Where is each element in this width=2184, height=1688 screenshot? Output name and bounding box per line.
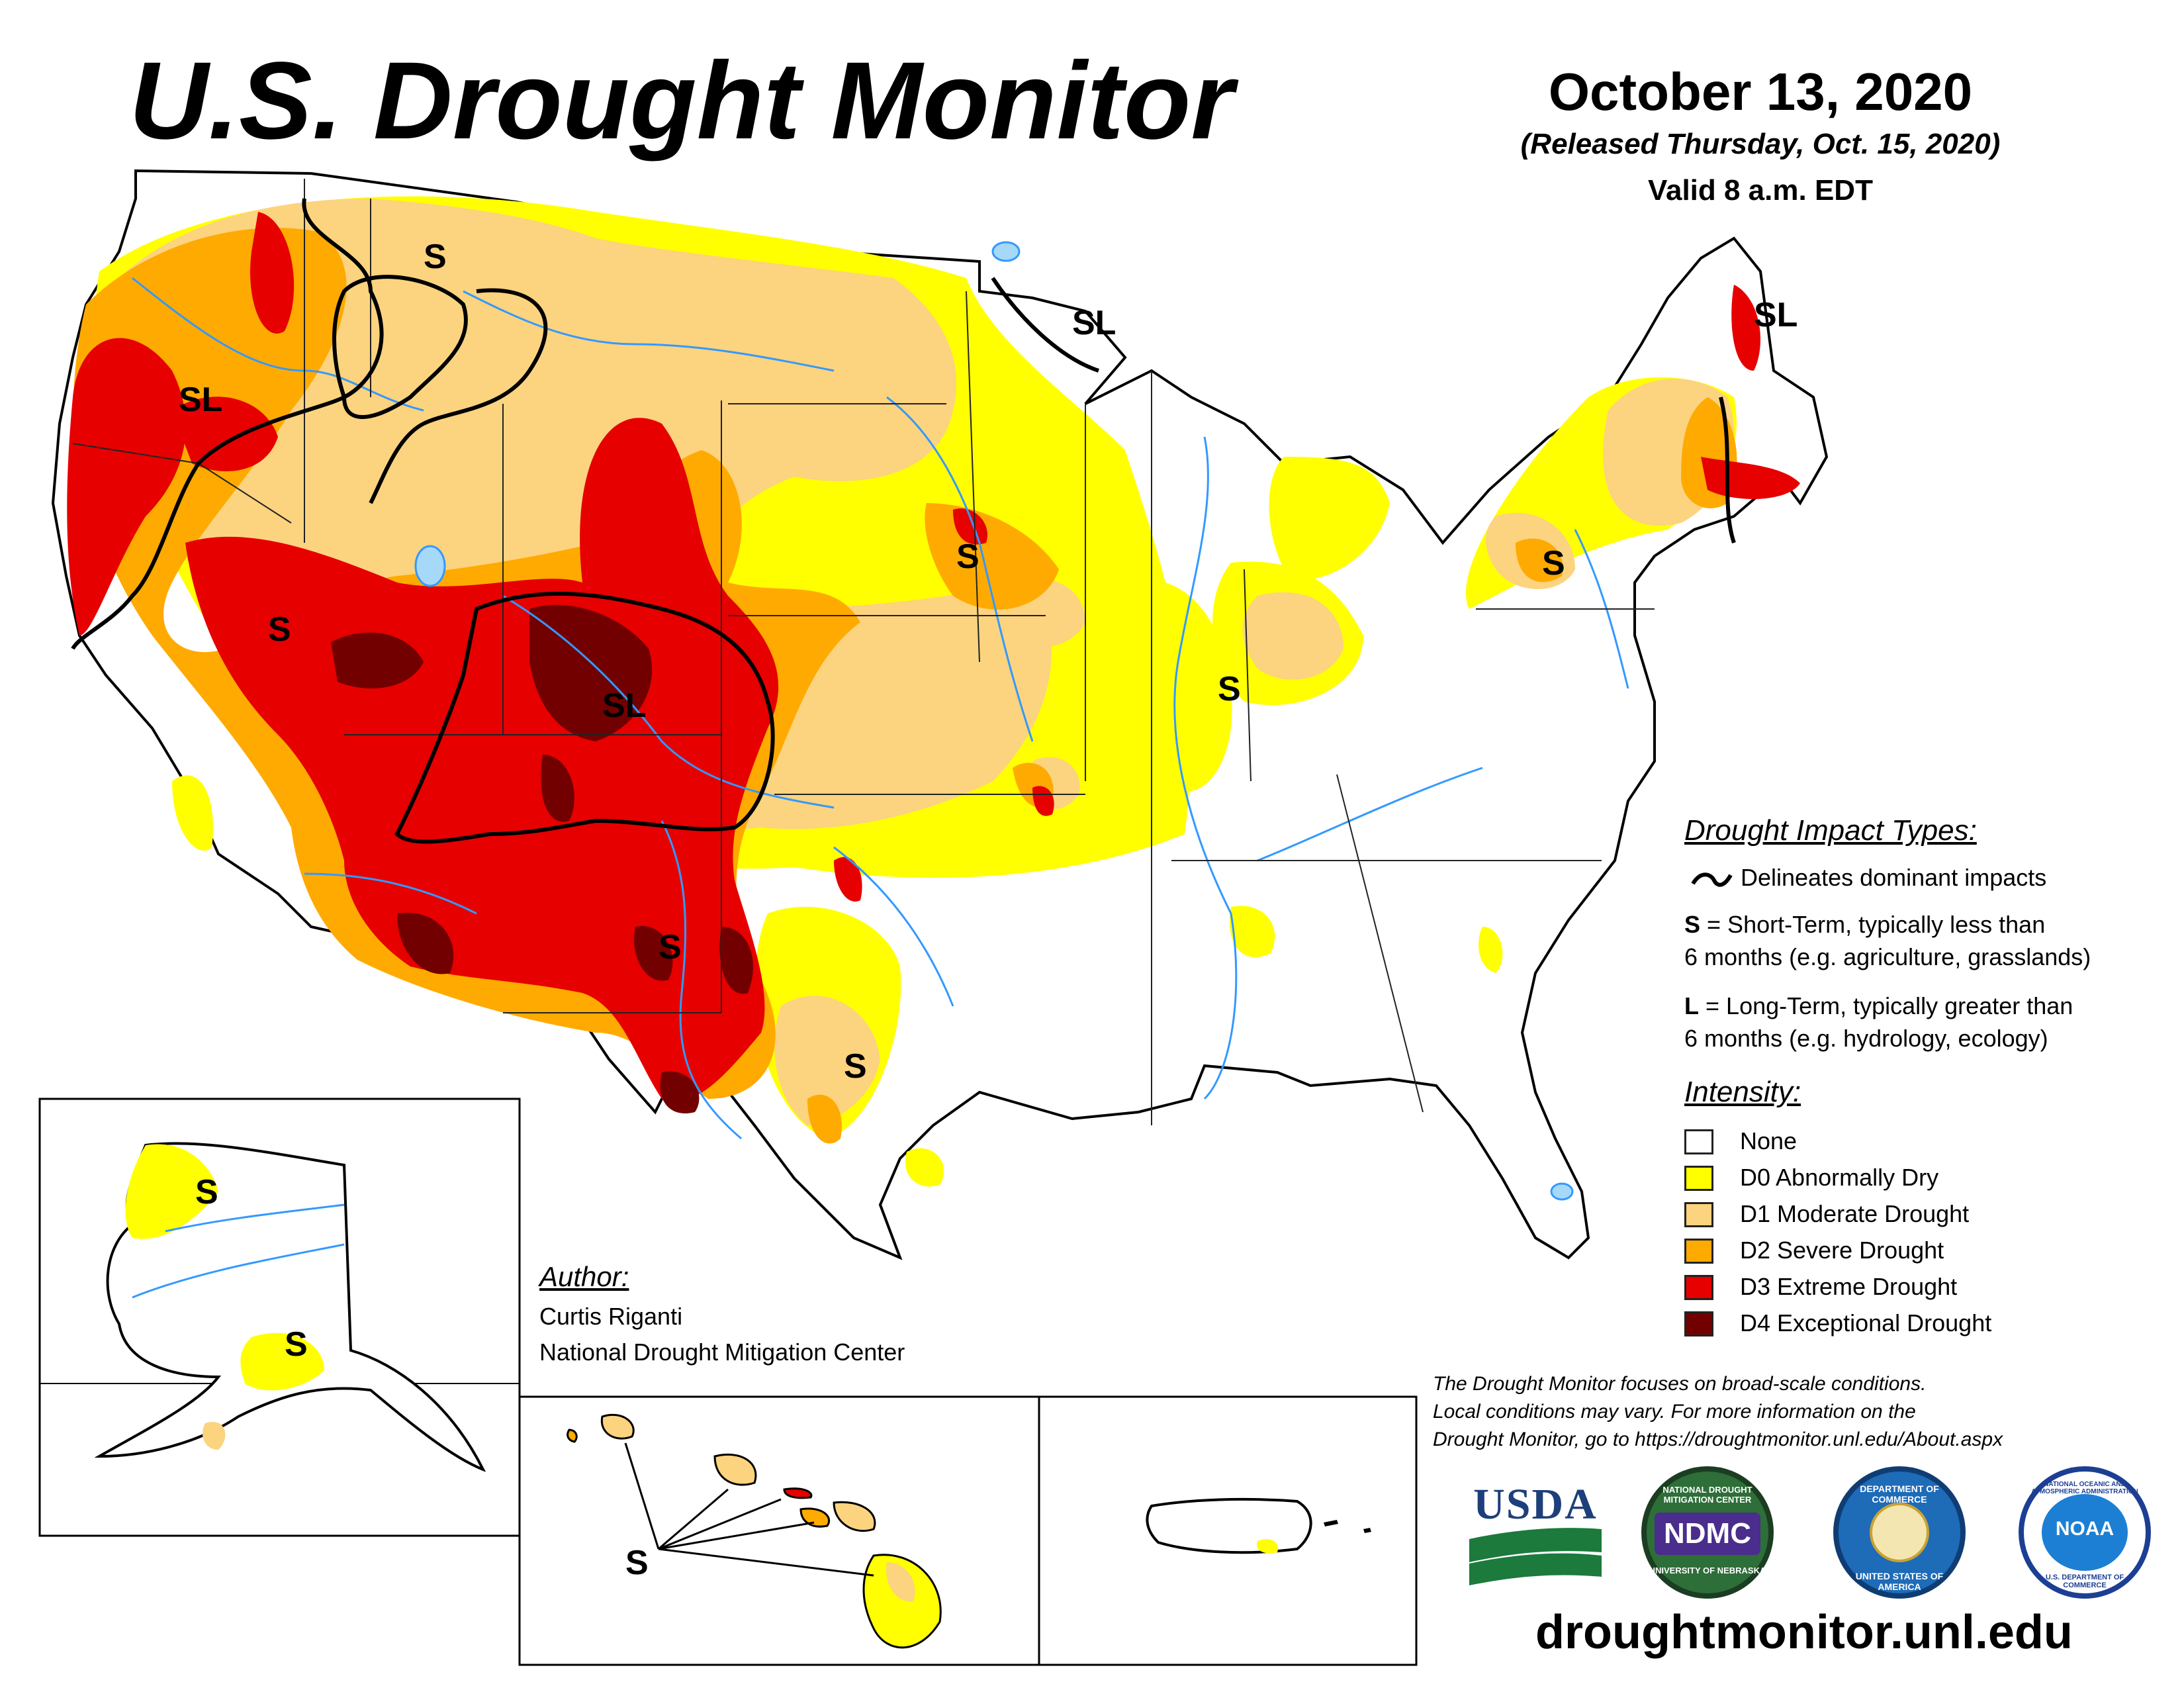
- disclaimer-line1: The Drought Monitor focuses on broad-sca…: [1433, 1373, 1927, 1395]
- commerce-ring-top: DEPARTMENT OF COMMERCE: [1860, 1483, 1939, 1505]
- author-heading: Author:: [539, 1261, 629, 1292]
- map-date: October 13, 2020: [1548, 62, 1973, 121]
- intensity-swatch: [1684, 1129, 1713, 1154]
- ndmc-ring-top: NATIONAL DROUGHT MITIGATION CENTER: [1662, 1485, 1752, 1505]
- alaska-inset: [38, 1098, 521, 1537]
- intensity-row: D0 Abnormally Dry: [1684, 1160, 1991, 1196]
- noaa-logo-text: NOAA: [2055, 1518, 2115, 1540]
- intensity-heading: Intensity:: [1684, 1076, 1801, 1108]
- long-term-desc: = Long-Term, typically greater than: [1706, 992, 2073, 1019]
- intensity-label: None: [1740, 1127, 1797, 1155]
- short-term-line2: 6 months (e.g. agriculture, grasslands): [1684, 943, 2091, 970]
- eagle-emblem-icon: [1870, 1503, 1929, 1562]
- rivers: [132, 277, 1629, 1140]
- usda-logo-text: USDA: [1473, 1480, 1598, 1528]
- date-block: October 13, 2020 (Released Thursday, Oct…: [1443, 63, 2078, 207]
- long-term-line2: 6 months (e.g. hydrology, ecology): [1684, 1025, 2048, 1052]
- disclaimer: The Drought Monitor focuses on broad-sca…: [1433, 1370, 2003, 1454]
- intensity-label: D4 Exceptional Drought: [1740, 1309, 1992, 1337]
- impact-delineation-lines: [71, 198, 1736, 844]
- label-illinois: S: [1218, 670, 1241, 708]
- puerto-rico-inset: [1038, 1395, 1418, 1666]
- label-montana: S: [424, 238, 447, 276]
- author-name: Curtis Riganti: [539, 1303, 683, 1330]
- disclaimer-line2: Local conditions may vary. For more info…: [1433, 1401, 1916, 1423]
- intensity-swatch: [1684, 1165, 1713, 1191]
- noaa-logo: NATIONAL OCEANIC AND ATMOSPHERIC ADMINIS…: [2019, 1466, 2151, 1599]
- ndmc-ring-bottom: UNIVERSITY OF NEBRASKA: [1649, 1566, 1766, 1575]
- long-term-key: L: [1684, 992, 1699, 1019]
- short-term-desc: = Short-Term, typically less than: [1707, 911, 2046, 938]
- label-colorado: SL: [602, 686, 647, 725]
- ndmc-logo: NATIONAL DROUGHT MITIGATION CENTER NDMC …: [1641, 1466, 1774, 1599]
- intensity-label: D1 Moderate Drought: [1740, 1200, 1970, 1228]
- ndmc-logo-text: NDMC: [1655, 1513, 1760, 1555]
- intensity-row: None: [1684, 1123, 1991, 1160]
- intensity-row: D3 Extreme Drought: [1684, 1269, 1991, 1305]
- valid-time: Valid 8 a.m. EDT: [1648, 174, 1873, 207]
- noaa-ring-bottom: U.S. DEPARTMENT OF COMMERCE: [2045, 1573, 2124, 1589]
- intensity-label: D0 Abnormally Dry: [1740, 1164, 1939, 1192]
- intensity-label: D3 Extreme Drought: [1740, 1273, 1958, 1301]
- d4-areas: [331, 604, 753, 1113]
- lakes: [414, 241, 1574, 1201]
- intensity-swatch: [1684, 1274, 1713, 1300]
- state-lines: [72, 179, 1655, 1125]
- author-block: Curtis Riganti National Drought Mitigati…: [539, 1299, 905, 1370]
- noaa-ring: NATIONAL OCEANIC AND ATMOSPHERIC ADMINIS…: [2031, 1481, 2138, 1495]
- impact-types-heading: Drought Impact Types:: [1684, 814, 1977, 847]
- label-hawaii: S: [625, 1544, 649, 1582]
- label-pacific-nw: SL: [179, 381, 223, 419]
- intensity-label: D2 Severe Drought: [1740, 1237, 1944, 1264]
- delineates-text: Delineates dominant impacts: [1741, 864, 2047, 891]
- website-url[interactable]: droughtmonitor.unl.edu: [1535, 1606, 2073, 1659]
- label-alaska-north: S: [195, 1173, 218, 1211]
- label-maine: SL: [1754, 296, 1798, 334]
- label-great-basin: S: [268, 610, 291, 649]
- long-term-line1: L = Long-Term, typically greater than: [1684, 990, 2073, 1023]
- disclaimer-line3: Drought Monitor, go to https://droughtmo…: [1433, 1429, 2003, 1450]
- d3-areas: [67, 212, 1800, 1102]
- map-title: U.S. Drought Monitor: [129, 40, 1234, 162]
- label-texas: S: [844, 1047, 867, 1086]
- delineation-line-sample: [1691, 872, 1733, 887]
- intensity-swatch: [1684, 1201, 1713, 1227]
- author-org: National Drought Mitigation Center: [539, 1338, 905, 1366]
- intensity-row: D2 Severe Drought: [1684, 1233, 1991, 1269]
- commerce-logo: DEPARTMENT OF COMMERCE UNITED STATES OF …: [1833, 1466, 1966, 1599]
- short-term-line1: S = Short-Term, typically less than: [1684, 909, 2045, 941]
- intensity-swatch: [1684, 1311, 1713, 1336]
- hawaii-inset: [518, 1395, 1040, 1666]
- label-alaska-south: S: [285, 1325, 308, 1364]
- commerce-ring-bottom: UNITED STATES OF AMERICA: [1855, 1571, 1944, 1592]
- intensity-swatch: [1684, 1238, 1713, 1264]
- short-term-key: S: [1684, 911, 1701, 938]
- intensity-row: D1 Moderate Drought: [1684, 1196, 1991, 1233]
- noaa-bird-icon: [2042, 1494, 2128, 1571]
- usda-logo: [1469, 1528, 1602, 1585]
- release-date: (Released Thursday, Oct. 15, 2020): [1520, 128, 2001, 160]
- label-new-mexico: S: [659, 928, 682, 966]
- label-pennsylvania: S: [1542, 544, 1565, 583]
- intensity-legend: None D0 Abnormally Dry D1 Moderate Drought…: [1684, 1123, 1991, 1342]
- label-iowa: S: [956, 538, 979, 576]
- label-minnesota: SL: [1072, 304, 1116, 342]
- intensity-row: D4 Exceptional Drought: [1684, 1305, 1991, 1342]
